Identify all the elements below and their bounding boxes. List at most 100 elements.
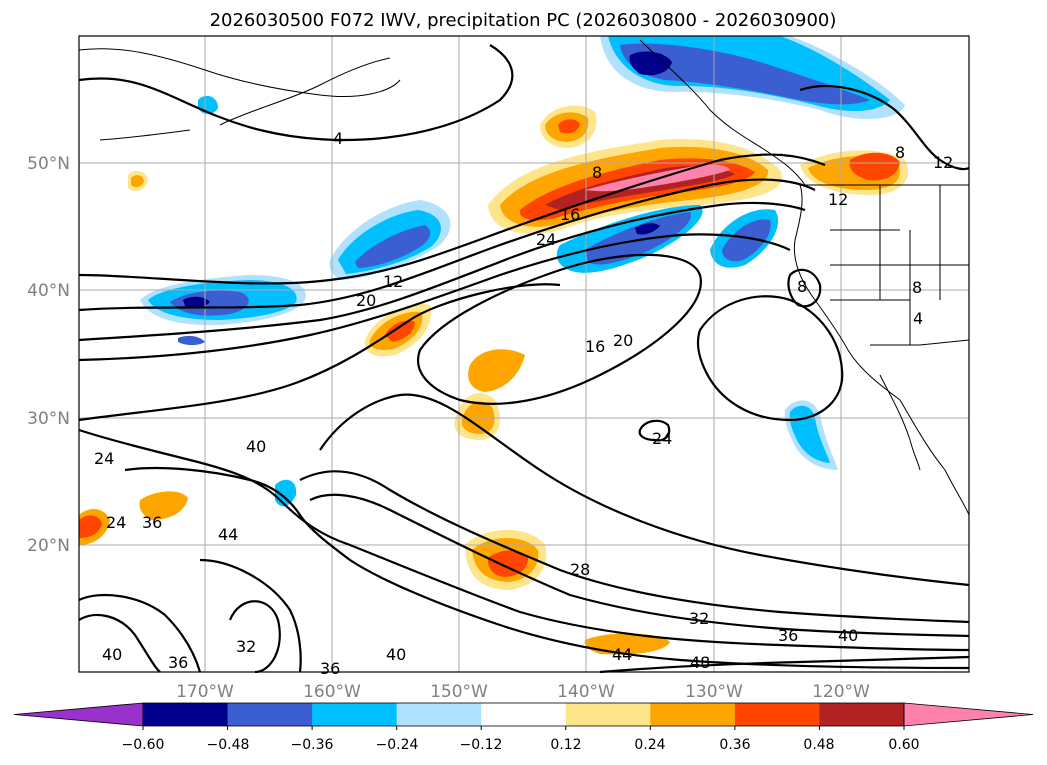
precip-neg-east-1-core: [722, 219, 771, 262]
contour-label: 8: [895, 143, 905, 162]
colorbar-segments: [13, 702, 1034, 730]
contour-label: 40: [246, 437, 266, 456]
colorbar-segment: [143, 703, 229, 726]
contour-label: 40: [386, 645, 406, 664]
contour-label: 12: [828, 190, 848, 209]
colorbar: −0.60 −0.48 −0.36 −0.24 −0.12 0.12 0.24 …: [13, 702, 1034, 753]
contour-label: 36: [168, 653, 188, 672]
contour-east-loop: [696, 295, 844, 422]
precip-neg-west-2-core: [170, 290, 249, 316]
colorbar-tick-label: −0.60: [122, 737, 165, 753]
colorbar-frame: [142, 702, 905, 727]
contour-label: 36: [142, 513, 162, 532]
map-frame: [78, 35, 970, 673]
contour-label: 48: [690, 653, 710, 672]
colorbar-tick-label: −0.48: [207, 737, 250, 753]
colorbar-tick-label: −0.36: [291, 737, 334, 753]
contour-32: [299, 470, 970, 624]
lat-label-30n: 30°N: [27, 409, 70, 429]
coast-baja: [879, 374, 921, 471]
coast-alaska: [78, 48, 401, 141]
contour-24-main: [78, 233, 791, 362]
colorbar-segment: [396, 703, 482, 726]
latitude-labels: 50°N 40°N 30°N 20°N: [27, 154, 70, 556]
contour-12-main: [78, 153, 826, 285]
contour-label: 4: [333, 129, 343, 148]
lon-label-130w: 130°W: [685, 682, 743, 702]
longitude-labels: 170°W 160°W 150°W 140°W 130°W 120°W: [176, 682, 870, 702]
coastlines: [78, 39, 970, 516]
lon-label-160w: 160°W: [303, 682, 361, 702]
colorbar-tick-label: −0.12: [460, 737, 503, 753]
contour-16-main: [78, 178, 816, 312]
colorbar-tick-label: 0.48: [803, 737, 834, 753]
contour-label: 32: [236, 637, 256, 656]
colorbar-segment: [227, 703, 313, 726]
contour-north-west: [799, 84, 970, 171]
contour-label: 36: [320, 659, 340, 678]
colorbar-extend-low: [13, 702, 144, 727]
contour-label: 24: [94, 449, 114, 468]
border-states-1: [830, 185, 969, 345]
contour-label: 32: [689, 609, 709, 628]
contour-west-36: [78, 558, 302, 673]
contour-label: 36: [778, 626, 798, 645]
contour-west-32: [78, 600, 281, 674]
precip-pos-blob-8: [584, 633, 670, 655]
contour-label: 8: [797, 277, 807, 296]
colorbar-segment: [650, 703, 736, 726]
colorbar-segment: [565, 703, 651, 726]
precip-neg-band-core: [585, 212, 691, 265]
colorbar-segment: [481, 703, 567, 726]
contour-label: 4: [913, 309, 923, 328]
precip-neg-west-1-core: [355, 225, 431, 268]
precip-neg-band-dark: [635, 223, 660, 235]
contour-36: [309, 493, 970, 638]
precip-neg-top-core: [620, 43, 870, 105]
contour-label: 28: [570, 560, 590, 579]
precip-neg-small-3: [178, 335, 205, 345]
contour-label: 24: [652, 429, 672, 448]
precip-neg-west-2-dark: [183, 296, 210, 308]
contour-40: [78, 428, 970, 652]
colorbar-ticks: −0.60 −0.48 −0.36 −0.24 −0.12 0.12 0.24 …: [122, 737, 920, 753]
colorbar-segment: [819, 703, 905, 726]
figure-title: 2026030500 F072 IWV, precipitation PC (2…: [210, 10, 837, 31]
contour-label: 8: [912, 278, 922, 297]
lon-label-170w: 170°W: [176, 682, 234, 702]
map-panel: 4 8 12 16 20 24 12 8 8 4 16 20 24 40 24 …: [78, 35, 970, 678]
colorbar-tick-label: −0.24: [376, 737, 419, 753]
contour-label-group: 4 8 12 16 20 24 12 8 8 4 16 20 24 40 24 …: [94, 129, 953, 678]
contour-label: 40: [838, 626, 858, 645]
precip-pos-blob-2-red: [385, 320, 415, 342]
lon-label-140w: 140°W: [557, 682, 615, 702]
contour-label: 12: [933, 153, 953, 172]
coast-canada: [639, 39, 806, 186]
precip-negative-shading: [140, 36, 905, 507]
contour-label: 44: [612, 645, 632, 664]
contour-48: [599, 655, 970, 674]
precip-neg-top-dark: [629, 51, 672, 76]
map-gridlines: [79, 36, 969, 672]
colorbar-tick-label: 0.24: [634, 737, 665, 753]
contour-label: 8: [592, 163, 602, 182]
iwv-contours: [78, 44, 970, 674]
precip-pos-blob-9-core: [131, 175, 144, 188]
lon-label-120w: 120°W: [812, 682, 870, 702]
precip-pos-blob-3b: [468, 349, 525, 392]
precip-pos-blob-4-red: [487, 550, 528, 577]
contour-label: 12: [383, 272, 403, 291]
coast-us-west: [793, 184, 970, 516]
colorbar-tick-label: 0.60: [888, 737, 919, 753]
contour-label: 16: [585, 337, 605, 356]
contour-east-small: [787, 268, 822, 308]
contour-label: 20: [356, 291, 376, 310]
border-us-mexico: [870, 339, 970, 346]
colorbar-segment: [734, 703, 820, 726]
colorbar-tick-label: 0.12: [550, 737, 581, 753]
contour-label: 16: [560, 205, 580, 224]
lat-label-40n: 40°N: [27, 281, 70, 301]
colorbar-extend-high: [903, 702, 1034, 727]
contour-20-main: [78, 201, 806, 342]
